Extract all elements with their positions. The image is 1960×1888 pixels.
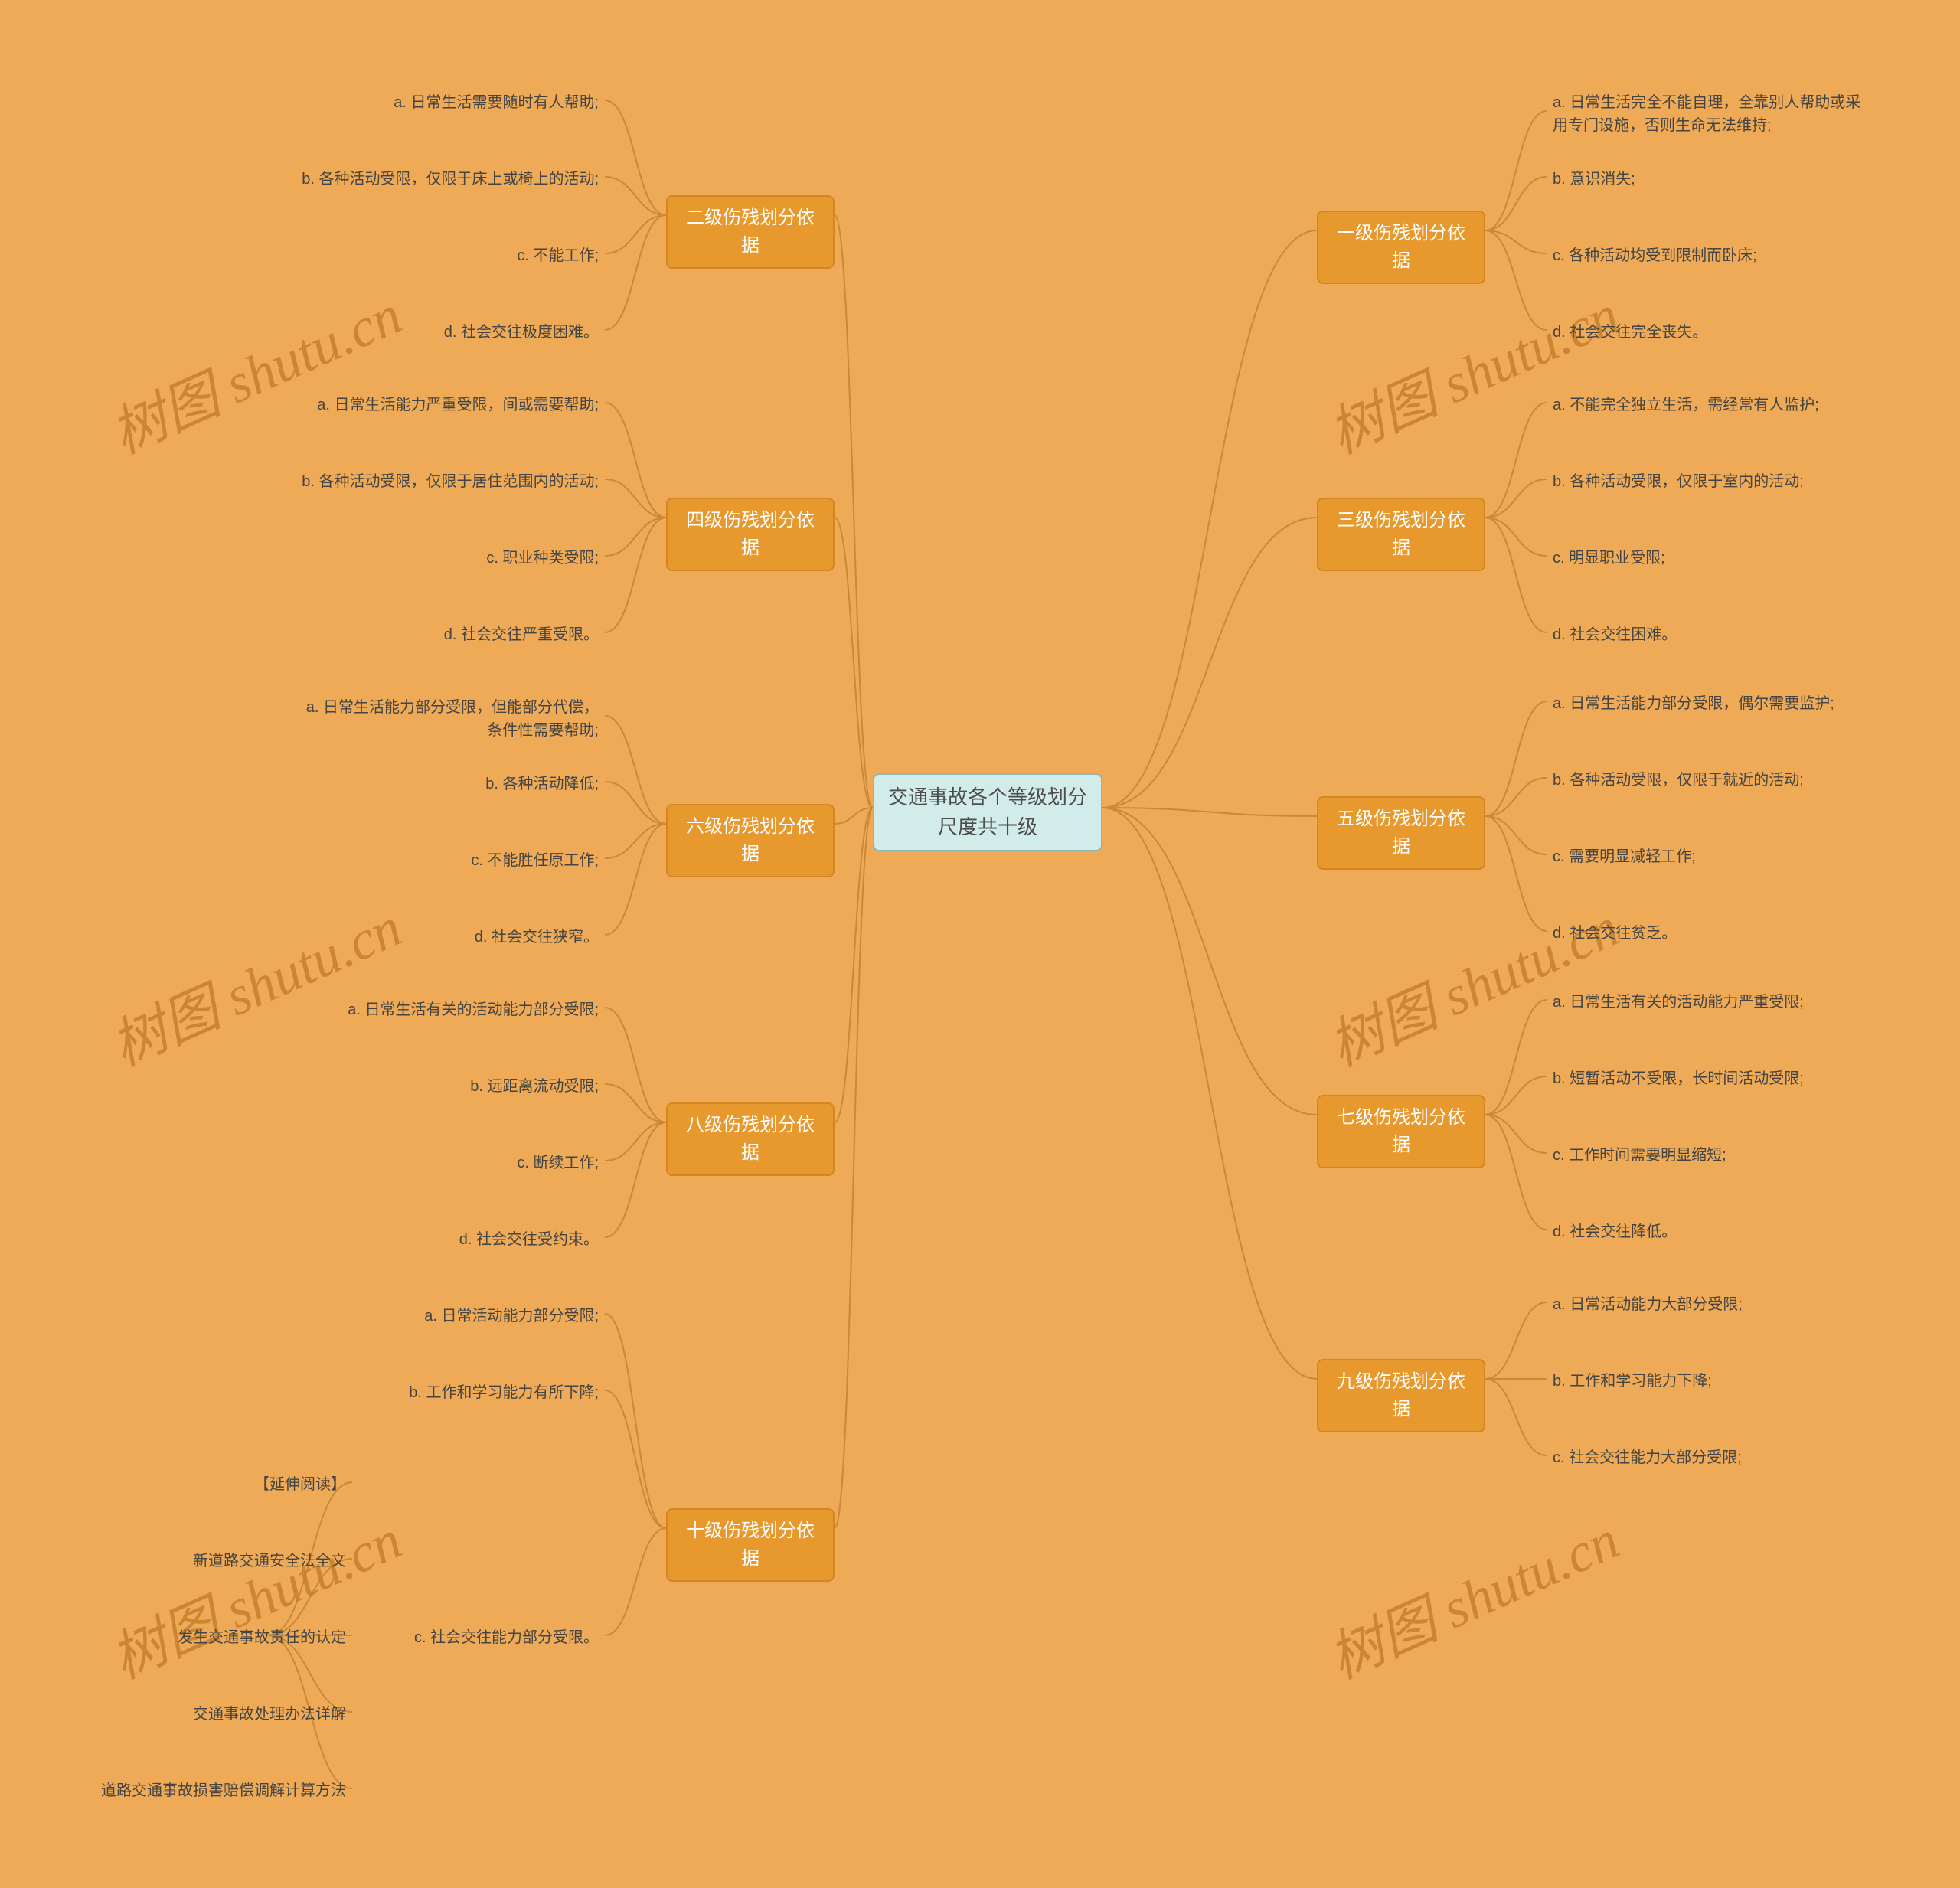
branch-lvl2: 二级伤残划分依据 [666, 195, 835, 269]
root-node: 交通事故各个等级划分尺度共十级 [873, 773, 1102, 851]
branch-lvl5: 五级伤残划分依据 [1317, 796, 1485, 870]
leaf-lvl8-2: c. 断续工作; [268, 1148, 605, 1178]
leaf-lvl2-2: c. 不能工作; [268, 241, 605, 270]
leaf-lvl4-2: c. 职业种类受限; [268, 544, 605, 573]
leaf-lvl6-2: c. 不能胜任原工作; [268, 846, 605, 875]
subleaf-lvl10-2-3: 交通事故处理办法详解 [46, 1700, 352, 1729]
leaf-lvl6-1: b. 各种活动降低; [268, 769, 605, 799]
watermark: 树图 shutu.cn [96, 269, 412, 469]
leaf-lvl5-1: b. 各种活动受限，仅限于就近的活动; [1547, 766, 1810, 795]
watermark: 树图 shutu.cn [96, 882, 412, 1081]
leaf-lvl3-3: d. 社会交往困难。 [1547, 620, 1683, 649]
leaf-lvl3-0: a. 不能完全独立生活，需经常有人监护; [1547, 390, 1825, 420]
subleaf-lvl10-2-1: 新道路交通安全法全文 [46, 1547, 352, 1576]
leaf-lvl7-2: c. 工作时间需要明显缩短; [1547, 1141, 1733, 1170]
leaf-lvl7-0: a. 日常生活有关的活动能力严重受限; [1547, 988, 1810, 1017]
branch-lvl6: 六级伤残划分依据 [666, 804, 835, 877]
subleaf-lvl10-2-2: 发生交通事故责任的认定 [46, 1623, 352, 1652]
leaf-lvl5-3: d. 社会交往贫乏。 [1547, 919, 1683, 948]
leaf-lvl8-1: b. 远距离流动受限; [268, 1072, 605, 1101]
leaf-lvl8-0: a. 日常生活有关的活动能力部分受限; [268, 995, 605, 1024]
branch-lvl3: 三级伤残划分依据 [1317, 498, 1485, 571]
leaf-lvl8-3: d. 社会交往受约束。 [268, 1225, 605, 1254]
leaf-lvl1-0: a. 日常生活完全不能自理，全靠别人帮助或采用专门设施，否则生命无法维持; [1547, 88, 1876, 140]
leaf-lvl10-0: a. 日常活动能力部分受限; [268, 1302, 605, 1331]
branch-lvl8: 八级伤残划分依据 [666, 1102, 835, 1176]
watermark: 树图 shutu.cn [96, 1494, 412, 1694]
leaf-lvl9-1: b. 工作和学习能力下降; [1547, 1367, 1718, 1396]
leaf-lvl2-0: a. 日常生活需要随时有人帮助; [268, 88, 605, 117]
branch-lvl7: 七级伤残划分依据 [1317, 1095, 1485, 1168]
leaf-lvl10-1: b. 工作和学习能力有所下降; [268, 1378, 605, 1407]
subleaf-lvl10-2-4: 道路交通事故损害赔偿调解计算方法 [46, 1776, 352, 1805]
leaf-lvl9-0: a. 日常活动能力大部分受限; [1547, 1290, 1749, 1319]
leaf-lvl4-0: a. 日常生活能力严重受限，间或需要帮助; [268, 390, 605, 420]
subleaf-lvl10-2-0: 【延伸阅读】 [46, 1470, 352, 1499]
leaf-lvl4-1: b. 各种活动受限，仅限于居住范围内的活动; [268, 467, 605, 496]
leaf-lvl5-0: a. 日常生活能力部分受限，偶尔需要监护; [1547, 689, 1841, 718]
watermark: 树图 shutu.cn [1314, 1494, 1629, 1694]
branch-lvl1: 一级伤残划分依据 [1317, 211, 1485, 284]
leaf-lvl3-1: b. 各种活动受限，仅限于室内的活动; [1547, 467, 1810, 496]
leaf-lvl1-3: d. 社会交往完全丧失。 [1547, 318, 1713, 347]
branch-lvl4: 四级伤残划分依据 [666, 498, 835, 571]
leaf-lvl1-1: b. 意识消失; [1547, 165, 1642, 194]
leaf-lvl1-2: c. 各种活动均受到限制而卧床; [1547, 241, 1763, 270]
leaf-lvl2-1: b. 各种活动受限，仅限于床上或椅上的活动; [268, 165, 605, 194]
leaf-lvl6-3: d. 社会交往狭窄。 [268, 923, 605, 952]
watermark: 树图 shutu.cn [1314, 269, 1629, 469]
mindmap-canvas: 交通事故各个等级划分尺度共十级树图 shutu.cn树图 shutu.cn树图 … [0, 0, 1960, 1888]
watermark: 树图 shutu.cn [1314, 882, 1629, 1081]
leaf-lvl7-1: b. 短暂活动不受限，长时间活动受限; [1547, 1064, 1810, 1093]
leaf-lvl9-2: c. 社会交往能力大部分受限; [1547, 1443, 1748, 1472]
leaf-lvl2-3: d. 社会交往极度困难。 [268, 318, 605, 347]
leaf-lvl7-3: d. 社会交往降低。 [1547, 1217, 1683, 1246]
branch-lvl9: 九级伤残划分依据 [1317, 1359, 1485, 1432]
branch-lvl10: 十级伤残划分依据 [666, 1508, 835, 1582]
leaf-lvl5-2: c. 需要明显减轻工作; [1547, 842, 1702, 871]
leaf-lvl6-0: a. 日常生活能力部分受限，但能部分代偿，条件性需要帮助; [299, 693, 605, 745]
leaf-lvl3-2: c. 明显职业受限; [1547, 544, 1671, 573]
leaf-lvl4-3: d. 社会交往严重受限。 [268, 620, 605, 649]
